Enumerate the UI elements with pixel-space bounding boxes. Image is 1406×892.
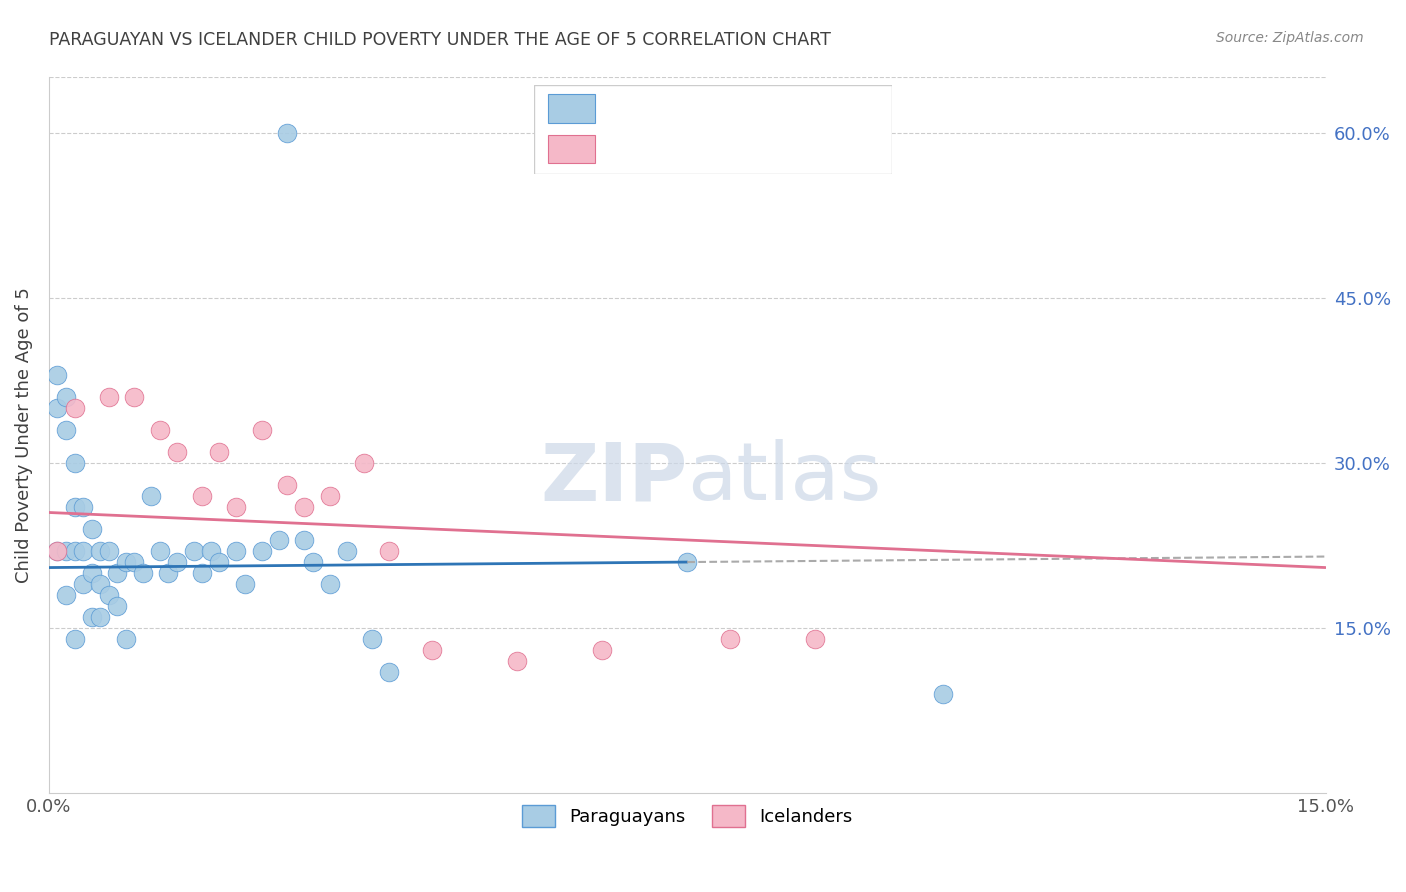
Point: [55, 423, 77, 437]
Point: [131, 566, 153, 580]
Point: [97, 544, 120, 558]
Y-axis label: Child Poverty Under the Age of 5: Child Poverty Under the Age of 5: [15, 287, 32, 583]
Point: [63, 401, 86, 415]
Point: [250, 544, 273, 558]
Point: [191, 489, 214, 503]
Point: [591, 643, 613, 657]
Point: [46, 368, 69, 382]
Point: [233, 577, 256, 591]
Point: [46, 544, 69, 558]
Point: [97, 390, 120, 404]
Point: [72, 500, 94, 514]
Text: atlas: atlas: [688, 440, 882, 517]
Point: [97, 588, 120, 602]
Point: [157, 566, 180, 580]
Point: [55, 588, 77, 602]
Text: ZIP: ZIP: [540, 440, 688, 517]
Point: [149, 544, 172, 558]
Point: [114, 555, 136, 569]
Point: [361, 632, 384, 647]
Point: [166, 555, 188, 569]
Point: [63, 500, 86, 514]
Point: [718, 632, 741, 647]
Point: [931, 687, 953, 701]
Point: [319, 489, 342, 503]
Point: [46, 544, 69, 558]
Point: [191, 566, 214, 580]
Point: [319, 577, 342, 591]
Point: [105, 599, 128, 613]
Point: [166, 445, 188, 459]
Point: [183, 544, 205, 558]
Point: [208, 445, 231, 459]
Point: [301, 555, 323, 569]
Point: [378, 544, 401, 558]
Point: [72, 577, 94, 591]
Point: [353, 456, 375, 470]
Point: [63, 456, 86, 470]
Point: [55, 390, 77, 404]
Point: [276, 126, 298, 140]
Point: [55, 544, 77, 558]
Point: [336, 544, 359, 558]
Point: [72, 544, 94, 558]
Point: [63, 632, 86, 647]
Text: Source: ZipAtlas.com: Source: ZipAtlas.com: [1216, 31, 1364, 45]
Point: [276, 478, 298, 492]
Point: [292, 500, 315, 514]
Point: [804, 632, 827, 647]
Point: [63, 544, 86, 558]
Text: PARAGUAYAN VS ICELANDER CHILD POVERTY UNDER THE AGE OF 5 CORRELATION CHART: PARAGUAYAN VS ICELANDER CHILD POVERTY UN…: [49, 31, 831, 49]
Point: [105, 566, 128, 580]
Point: [46, 401, 69, 415]
Point: [208, 555, 231, 569]
Point: [80, 522, 103, 536]
Point: [122, 390, 145, 404]
Point: [250, 423, 273, 437]
Point: [122, 555, 145, 569]
Point: [267, 533, 290, 547]
Point: [225, 500, 247, 514]
Point: [89, 544, 111, 558]
Point: [89, 577, 111, 591]
Point: [80, 566, 103, 580]
Point: [200, 544, 222, 558]
Legend: Paraguayans, Icelanders: Paraguayans, Icelanders: [515, 798, 859, 834]
Point: [378, 665, 401, 680]
Point: [225, 544, 247, 558]
Point: [420, 643, 443, 657]
Point: [292, 533, 315, 547]
Point: [676, 555, 699, 569]
Point: [80, 610, 103, 624]
Point: [139, 489, 162, 503]
Point: [149, 423, 172, 437]
Point: [114, 632, 136, 647]
Point: [506, 654, 529, 668]
Point: [89, 610, 111, 624]
